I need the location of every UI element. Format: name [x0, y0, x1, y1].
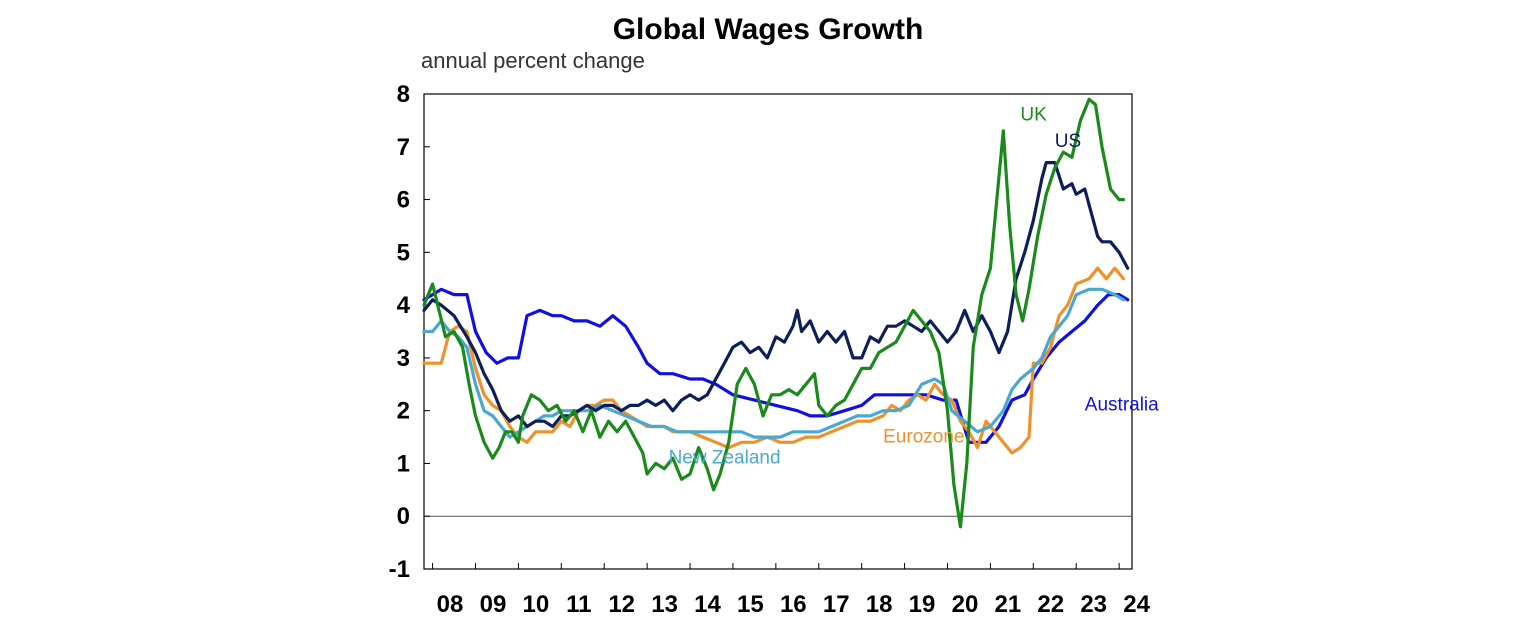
- y-tick-label: 6: [397, 187, 410, 214]
- chart-subtitle: annual percent change: [421, 48, 645, 73]
- y-tick-label: 5: [397, 239, 410, 266]
- series-layer: [422, 97, 1130, 529]
- x-tick-label: 16: [780, 591, 807, 618]
- plot-area: [423, 93, 1133, 570]
- y-tick-label: 3: [397, 345, 410, 372]
- y-tick-label: 1: [397, 450, 410, 477]
- series-line-australia: [422, 287, 1130, 444]
- series-label-australia: Australia: [1085, 395, 1159, 416]
- x-tick-label: 18: [866, 591, 893, 618]
- series-label-us: US: [1055, 131, 1081, 152]
- series-line-us: [422, 161, 1130, 429]
- x-tick-label: 23: [1080, 591, 1107, 618]
- x-tick-label: 10: [523, 591, 550, 618]
- series-label-uk: UK: [1020, 104, 1047, 125]
- y-tick-label: 4: [397, 292, 411, 319]
- x-tick-label: 09: [480, 591, 507, 618]
- x-tick-label: 08: [437, 591, 464, 618]
- x-tick-label: 17: [823, 591, 850, 618]
- x-tick-label: 21: [995, 591, 1022, 618]
- y-tick-label: -1: [389, 556, 410, 583]
- x-tick-label: 22: [1037, 591, 1064, 618]
- series-labels: UK US Australia Eurozone New Zealand: [669, 104, 1160, 468]
- x-tick-label: 24: [1123, 591, 1150, 618]
- series-line-new-zealand: [422, 287, 1125, 439]
- x-tick-label: 13: [651, 591, 678, 618]
- series-label-new-zealand: New Zealand: [669, 447, 781, 468]
- y-tick-label: 2: [397, 398, 410, 425]
- chart-title: Global Wages Growth: [613, 13, 924, 46]
- y-tick-label: 8: [397, 81, 410, 108]
- x-tick-label: 11: [566, 591, 591, 618]
- x-tick-label: 14: [694, 591, 721, 618]
- y-tick-label: 0: [397, 503, 410, 530]
- y-tick-label: 7: [397, 134, 410, 161]
- series-label-eurozone: Eurozone: [883, 426, 964, 447]
- series-line-uk: [422, 97, 1125, 529]
- x-tick-label: 20: [952, 591, 979, 618]
- x-tick-label: 15: [737, 591, 764, 618]
- x-tick-label: 19: [909, 591, 936, 618]
- x-axis: 08 09 10 11 12 13 14 15 16 17 18 19 20 21 22 23 24: [432, 563, 1151, 618]
- x-tick-label: 12: [608, 591, 635, 618]
- y-axis: -1 0 1 2 3 4 5 6 7 8: [389, 81, 430, 583]
